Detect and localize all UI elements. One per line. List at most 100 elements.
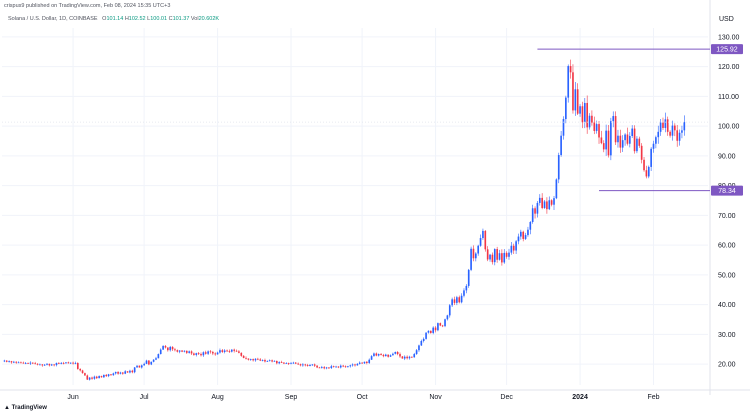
candle-body — [275, 360, 278, 364]
candle-body — [344, 366, 347, 368]
candle-body — [58, 362, 60, 364]
candle-body — [24, 362, 27, 364]
candle-body — [74, 362, 77, 364]
candle-body — [666, 119, 669, 132]
candle-body — [325, 367, 328, 369]
candle-body — [605, 130, 607, 150]
tradingview-logo[interactable]: ▲ TradingView — [4, 405, 47, 411]
candle-body — [332, 366, 335, 368]
candle-body — [95, 376, 98, 379]
candle-body — [20, 362, 22, 364]
candle-body — [650, 148, 652, 167]
candle-body — [273, 360, 276, 362]
candle-body — [411, 356, 413, 358]
candle-body — [529, 221, 532, 230]
volume-value: 20.602K — [198, 16, 220, 22]
candle-body — [520, 231, 522, 237]
candle-body — [581, 106, 584, 123]
candle-body — [107, 374, 110, 377]
candle-body — [72, 362, 74, 364]
candle-body — [247, 358, 250, 360]
candle-body — [330, 366, 333, 369]
candle-body — [380, 354, 382, 355]
candle-body — [39, 364, 41, 366]
candle-body — [297, 363, 299, 365]
candle-body — [399, 354, 401, 357]
candle-body — [377, 354, 380, 356]
candle-body — [67, 362, 70, 364]
candle-body — [394, 351, 397, 354]
symbol-legend: Solana / U.S. Dollar, 1D, COINBASE O101.… — [8, 16, 219, 22]
candle-body — [138, 365, 141, 368]
open-label: O — [102, 16, 107, 22]
candle-body — [193, 353, 195, 355]
candle-body — [638, 138, 641, 146]
candle-body — [456, 297, 458, 303]
candle-body — [318, 367, 321, 369]
candle-body — [572, 72, 574, 111]
candle-body — [185, 350, 188, 353]
candle-body — [491, 254, 494, 263]
candle-body — [401, 356, 404, 359]
candle-body — [169, 346, 172, 351]
candle-body — [309, 364, 311, 366]
candle-body — [392, 353, 394, 356]
candle-body — [143, 363, 145, 366]
candle-body — [50, 364, 53, 366]
candle-body — [674, 125, 676, 131]
candle-body — [105, 374, 108, 377]
candle-body — [553, 198, 555, 205]
candle-body — [145, 360, 148, 364]
annotation-price-badge — [711, 44, 743, 55]
x-tick-label: Feb — [647, 394, 659, 401]
candle-body — [347, 366, 349, 368]
candle-body — [124, 371, 127, 374]
candle-body — [555, 179, 558, 199]
candle-body — [548, 200, 551, 210]
close-value: 101.37 — [172, 16, 190, 22]
candle-body — [614, 116, 617, 143]
annotation-price-label: 78.34 — [718, 188, 736, 195]
candle-body — [439, 323, 442, 326]
candle-body — [69, 362, 72, 364]
candle-body — [470, 248, 472, 270]
candle-body — [422, 338, 425, 341]
low-value: 100.01 — [150, 16, 168, 22]
candle-body — [235, 350, 238, 352]
candle-body — [593, 122, 596, 131]
candle-body — [79, 368, 82, 371]
candle-body — [53, 364, 55, 366]
x-tick-label: Jun — [67, 394, 78, 401]
candle-body — [354, 364, 356, 366]
candle-body — [425, 332, 427, 339]
candle-body — [43, 364, 46, 366]
candle-body — [415, 350, 418, 355]
candle-body — [496, 249, 498, 260]
candle-body — [91, 377, 93, 379]
candle-body — [254, 358, 257, 361]
candle-body — [117, 371, 119, 374]
candle-body — [13, 361, 15, 363]
candle-body — [534, 208, 536, 214]
candle-body — [93, 376, 96, 379]
candle-body — [463, 290, 465, 296]
candle-body — [221, 350, 224, 352]
candle-body — [574, 89, 577, 111]
candle-body — [171, 346, 174, 350]
candle-body — [583, 102, 586, 123]
currency-label: USD — [719, 16, 734, 23]
candle-body — [162, 346, 164, 350]
x-tick-label: Dec — [500, 394, 513, 401]
candle-body — [136, 365, 138, 368]
candle-body — [515, 241, 517, 251]
candle-body — [259, 359, 262, 361]
candle-body — [505, 252, 508, 257]
candle-body — [451, 299, 453, 306]
candle-body — [389, 355, 392, 357]
candle-body — [86, 375, 89, 380]
candle-body — [249, 359, 252, 360]
candle-body — [34, 363, 36, 365]
candle-body — [482, 230, 484, 239]
candle-body — [550, 200, 553, 205]
